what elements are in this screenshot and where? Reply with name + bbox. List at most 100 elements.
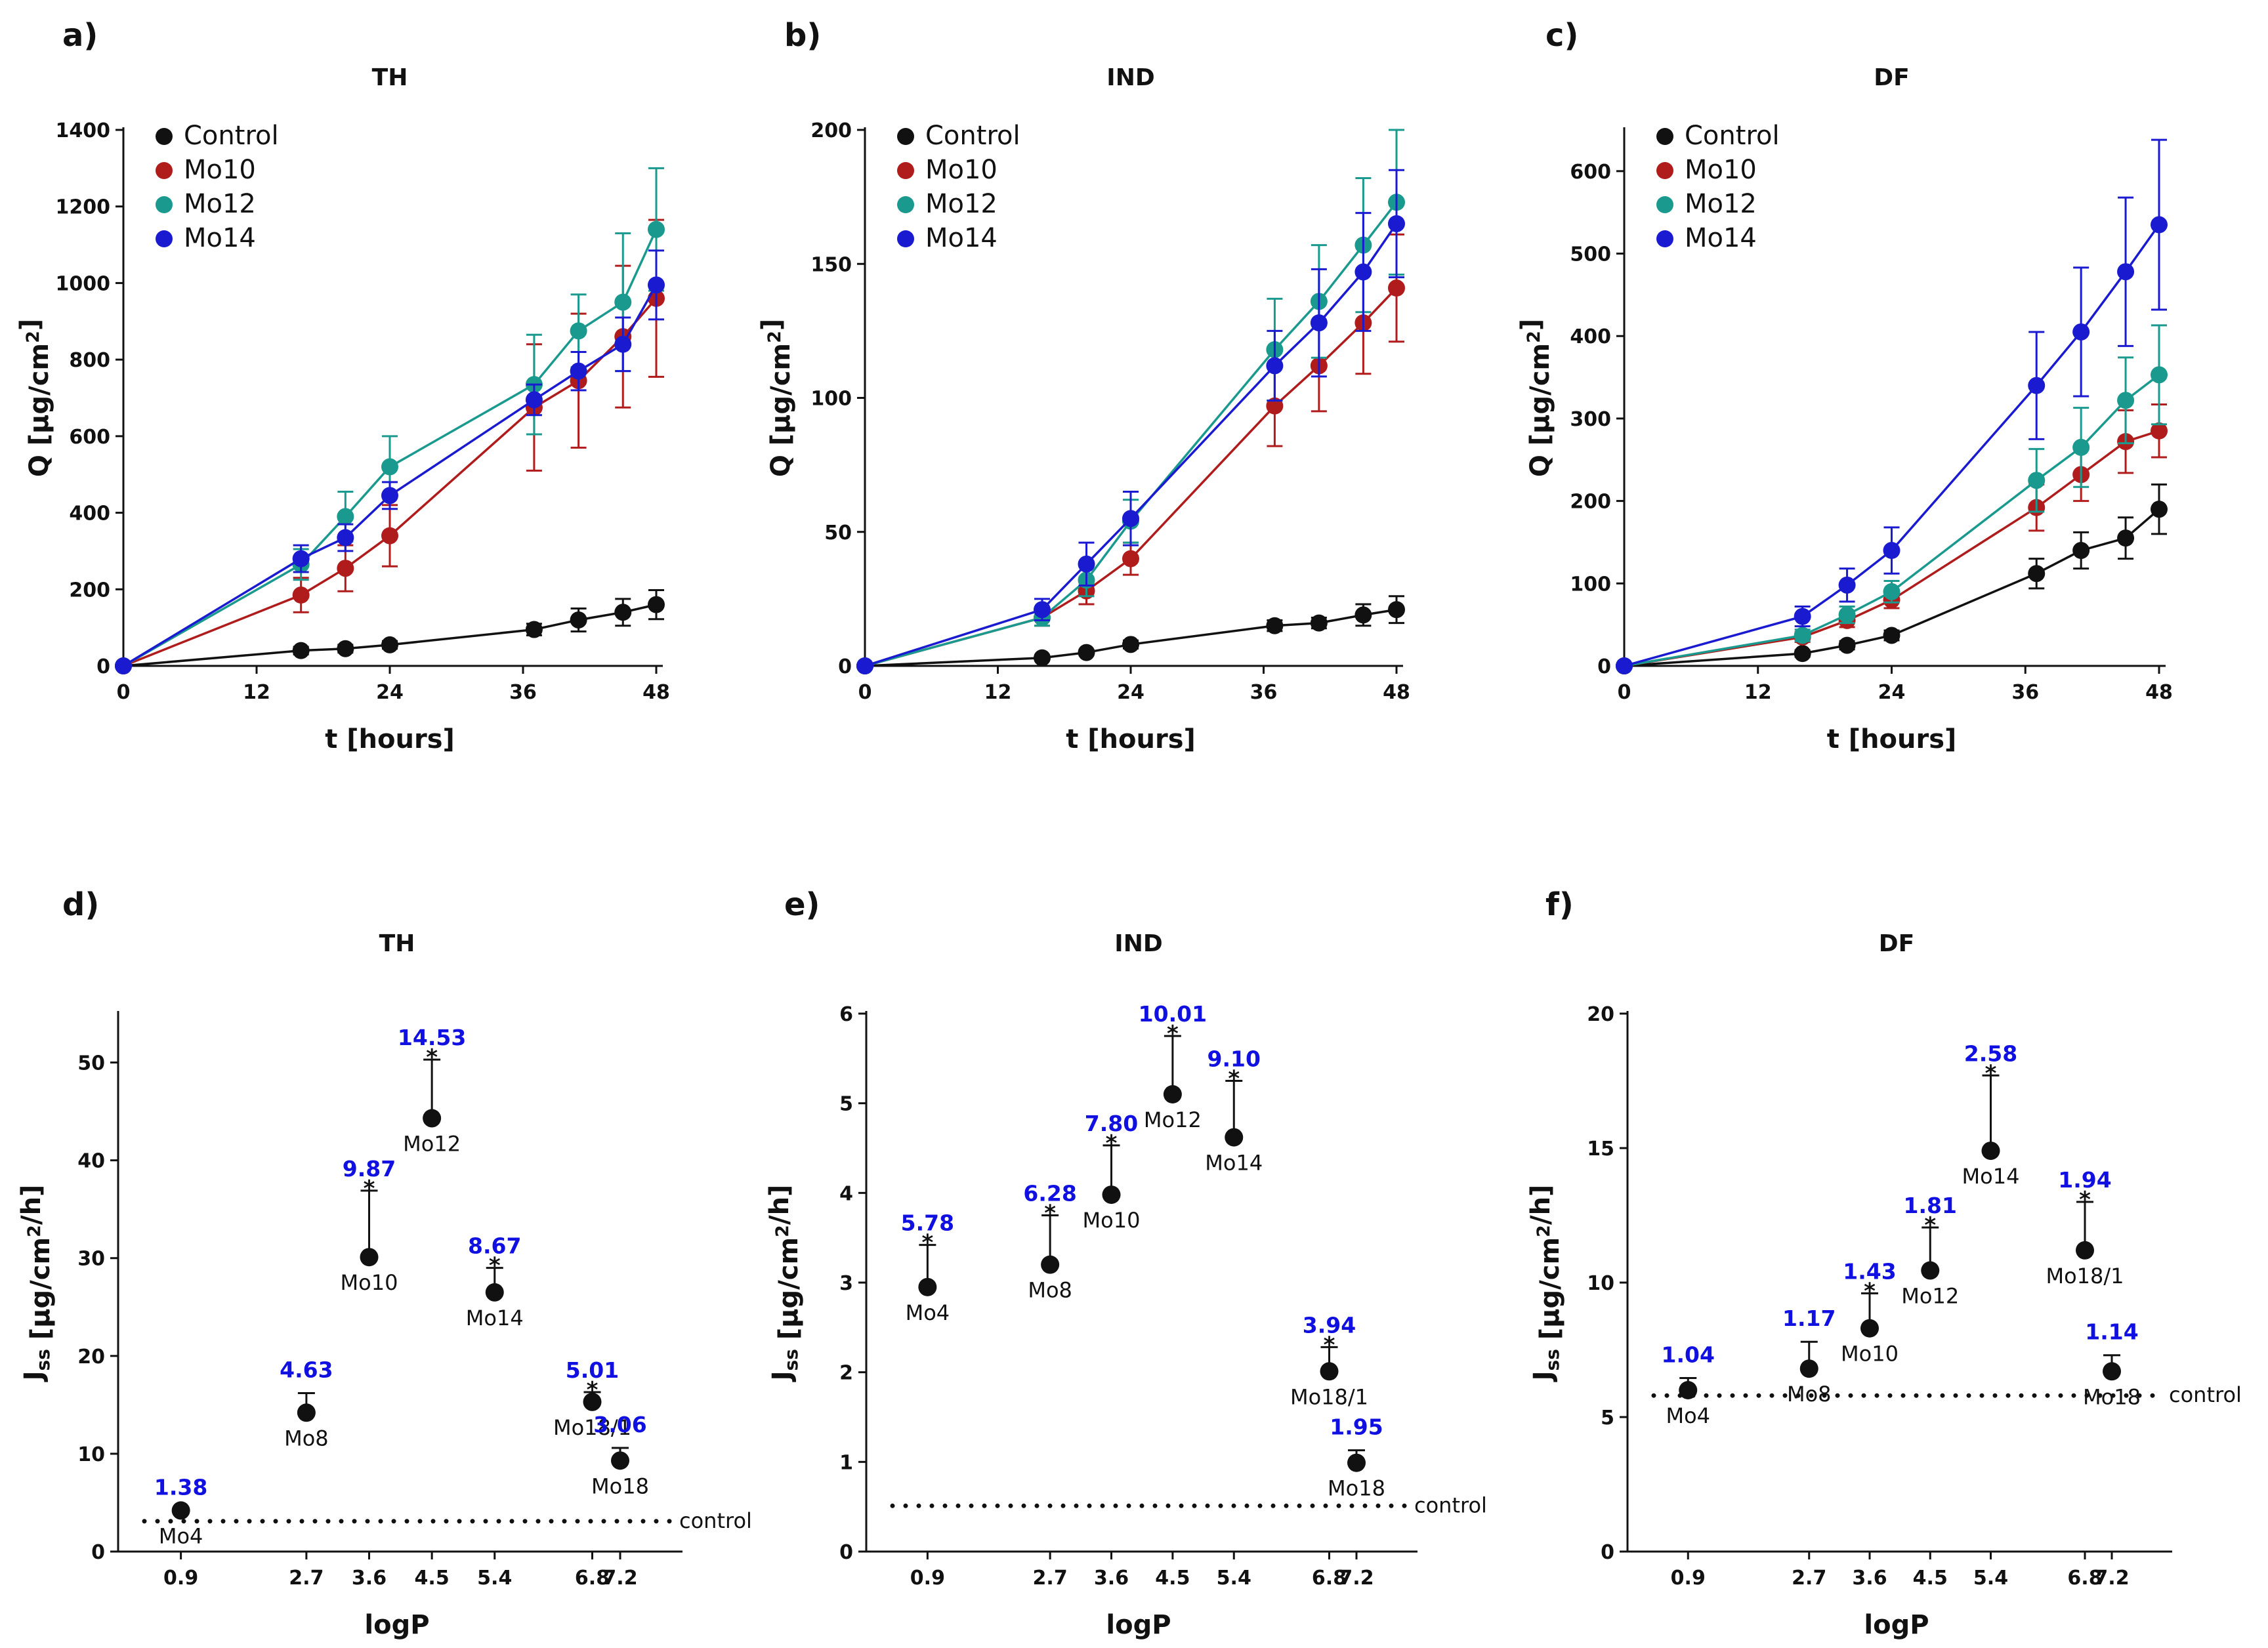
legend-label: Mo14	[1685, 223, 1757, 253]
data-point	[1310, 614, 1328, 632]
significance-star: *	[1924, 1212, 1936, 1239]
control-label: control	[679, 1508, 752, 1533]
panel-letter: b)	[784, 17, 821, 54]
point-mo4: 1.38 Mo4	[154, 1474, 207, 1548]
data-point	[1981, 1142, 2000, 1161]
enhancement-ratio: 1.38	[154, 1474, 207, 1500]
y-tick-label: 0	[1597, 655, 1611, 678]
data-point	[381, 458, 398, 476]
x-axis-label: logP	[1864, 1610, 1929, 1640]
y-tick-label: 15	[1587, 1138, 1614, 1161]
series-mo14	[1616, 138, 2168, 674]
series-line	[864, 287, 1398, 667]
y-tick-label: 3	[839, 1272, 853, 1295]
y-tick-label: 200	[810, 119, 852, 142]
data-point	[1838, 636, 1856, 654]
data-point	[360, 1248, 379, 1267]
y-tick-label: 400	[69, 503, 110, 525]
data-point	[2103, 1362, 2121, 1381]
significance-star: *	[2079, 1187, 2091, 1213]
y-tick-label: 200	[1570, 491, 1611, 514]
enhancement-ratio: 9.10	[1208, 1046, 1261, 1072]
legend-marker	[1656, 196, 1673, 213]
y-tick-label: 5	[839, 1093, 853, 1116]
enhancement-ratio: 6.28	[1023, 1181, 1076, 1206]
point-label: Mo4	[906, 1300, 950, 1325]
data-point	[381, 527, 398, 545]
series-line	[864, 222, 1398, 667]
data-point	[570, 611, 587, 628]
legend: Control Mo10 Mo12 Mo14	[1656, 121, 1780, 253]
significance-star: *	[364, 1176, 375, 1202]
data-point	[648, 276, 665, 294]
enhancement-ratio: 7.80	[1085, 1111, 1138, 1136]
data-point	[856, 657, 873, 674]
x-tick-label: 0	[1618, 681, 1631, 704]
x-tick-label: 3.6	[1094, 1567, 1129, 1590]
legend-label: Mo14	[925, 223, 998, 253]
point-mo12: *10.01 Mo12	[1139, 1001, 1207, 1132]
data-point	[2151, 501, 2168, 518]
significance-star: *	[1864, 1278, 1876, 1304]
x-tick-label: 6.8	[575, 1567, 610, 1590]
significance-star: *	[1106, 1130, 1118, 1157]
x-tick-label: 5.4	[1217, 1567, 1251, 1590]
x-tick-label: 2.7	[1033, 1567, 1068, 1590]
legend-marker	[1656, 230, 1673, 247]
data-point	[2076, 1241, 2094, 1260]
point-label: Mo4	[1666, 1403, 1710, 1428]
significance-star: *	[1228, 1066, 1240, 1092]
data-point	[2072, 323, 2090, 340]
x-tick-label: 36	[509, 681, 537, 704]
x-axis-label: logP	[1106, 1610, 1171, 1640]
panel-letter: a)	[62, 17, 98, 54]
legend-marker	[897, 230, 914, 247]
point-label: Mo10	[1083, 1208, 1141, 1233]
point-label: Mo10	[1841, 1342, 1899, 1367]
enhancement-ratio: 3.94	[1303, 1312, 1356, 1338]
chart-panel-df-line: c) DF 0 100 200 300 400 500 600 0 12 24 36 48 t [hours…	[1516, 17, 2173, 754]
point-label: Mo18/1	[2046, 1264, 2124, 1288]
point-mo10: *9.87 Mo10	[341, 1156, 398, 1295]
data-point	[1266, 357, 1284, 375]
data-point	[1310, 314, 1328, 332]
y-axis-label: Q [µg/cm2]	[15, 319, 54, 477]
y-tick-label: 6	[839, 1003, 853, 1026]
legend-label: Control	[925, 121, 1020, 151]
point-mo14: *9.10 Mo14	[1205, 1046, 1263, 1176]
data-point	[2151, 366, 2168, 384]
data-point	[1034, 649, 1051, 667]
enhancement-ratio: 1.04	[1662, 1342, 1715, 1368]
point-mo18-1: *5.01 Mo18/1	[553, 1357, 631, 1440]
y-tick-label: 300	[1570, 408, 1611, 431]
y-tick-label: 5	[1601, 1407, 1614, 1430]
data-point	[1921, 1261, 1940, 1280]
series-line	[864, 201, 1398, 667]
data-point	[2117, 263, 2135, 281]
y-tick-label: 200	[69, 579, 110, 602]
legend-marker	[156, 230, 173, 247]
data-point	[1794, 627, 1811, 644]
data-point	[1122, 550, 1139, 567]
x-tick-label: 7.2	[1339, 1567, 1374, 1590]
x-tick-label: 36	[1250, 681, 1278, 704]
data-point	[337, 508, 354, 525]
point-label: Mo18/1	[1290, 1384, 1368, 1409]
legend-marker	[156, 196, 173, 213]
legend: Control Mo10 Mo12 Mo14	[897, 121, 1020, 253]
significance-star: *	[921, 1230, 933, 1256]
data-point	[583, 1392, 602, 1411]
data-point	[337, 529, 354, 546]
x-tick-label: 4.5	[415, 1567, 450, 1590]
significance-star: *	[489, 1253, 501, 1279]
enhancement-ratio: 1.43	[1843, 1258, 1896, 1284]
x-tick-label: 4.5	[1155, 1567, 1190, 1590]
point-mo8: 4.63 Mo8	[280, 1357, 333, 1451]
enhancement-ratio: 10.01	[1139, 1001, 1207, 1027]
data-point	[1078, 644, 1095, 661]
legend-label: Mo10	[925, 155, 998, 185]
y-tick-label: 1	[839, 1451, 853, 1474]
data-point	[1883, 583, 1900, 600]
data-point	[1388, 215, 1405, 232]
data-point	[1388, 601, 1405, 619]
